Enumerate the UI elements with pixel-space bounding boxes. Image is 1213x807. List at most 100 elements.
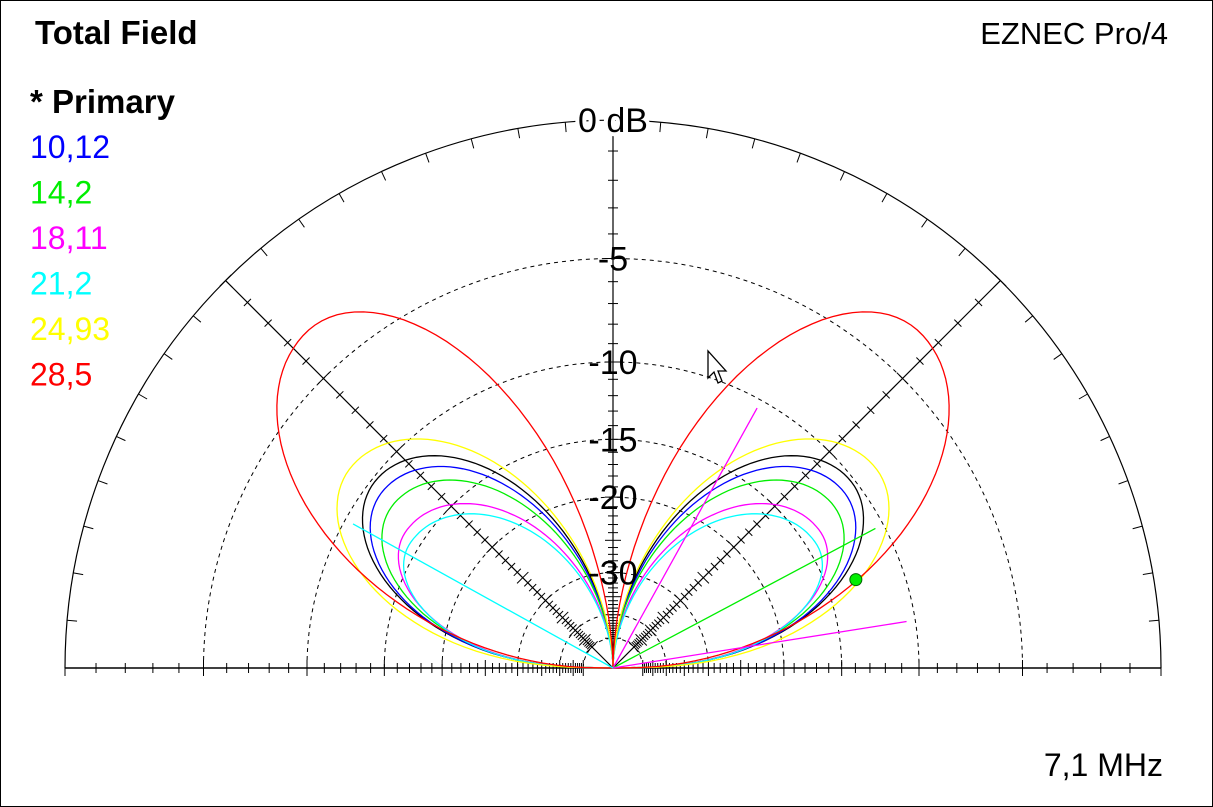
axis-tick [584,639,592,647]
angle-tick [1148,619,1159,622]
angle-tick [751,138,756,149]
radial-line [612,527,876,669]
axis-tick [264,319,273,328]
axis-tick [644,628,653,637]
legend: * Primary 10,12 14,2 18,11 21,2 24,93 28,5 [30,83,176,393]
angle-tick [839,171,846,181]
axis-tick [649,624,657,632]
axis-tick [495,550,503,558]
axis-tick [916,357,924,365]
axis-tick [723,550,731,558]
axis-tick [684,588,693,597]
radial-line [352,523,614,669]
plot-title: Total Field [35,14,198,51]
angle-tick [1118,480,1129,485]
axis-tick [390,445,403,458]
ring-label: 0 dB [578,102,648,140]
axis-tick [528,583,537,592]
angle-tick [380,171,387,181]
mouse-cursor-icon [707,349,728,384]
axis-tick [566,621,575,630]
angle-tick [564,122,567,133]
axis-tick [585,640,594,649]
axis-tick [549,604,557,612]
axis-tick [365,420,374,429]
axis-tick [556,611,569,624]
angle-tick [1078,393,1088,400]
angle-tick [659,122,662,133]
angle-tick [338,193,345,203]
axis-tick [651,621,660,630]
angle-tick [517,128,521,139]
axis-tick [653,619,662,628]
axis-tick [465,520,473,528]
axis-tick [404,459,413,468]
grid-ring [441,496,785,669]
axis-tick [243,298,252,307]
axis-tick [662,610,671,619]
axis-tick [513,568,522,577]
axis-tick [578,633,591,646]
angle-tick [1100,435,1110,442]
axis-tick [539,594,552,607]
radial-line [612,407,758,669]
axis-tick [896,372,909,385]
angle-tick [67,619,78,622]
axis-tick [302,357,310,365]
legend-item: 28,5 [30,357,92,393]
axis-tick [579,634,588,643]
axis-tick [674,594,687,607]
axis-tick [644,624,657,637]
ring-label: -5 [598,240,628,278]
axis-tick [561,616,570,625]
angle-tick [921,218,928,228]
axis-tick [501,556,510,565]
axis-tick [481,536,489,544]
axis-tick [569,624,577,632]
axis-tick [555,610,564,619]
plot-grid [64,119,1162,676]
diagonal-axis [612,280,1001,669]
axis-tick [656,616,665,625]
angle-tick [425,152,430,163]
axis-tick [533,588,542,597]
legend-heading: * Primary [30,83,176,120]
grid-ring [202,258,1023,669]
software-brand: EZNEC Pro/4 [980,16,1168,51]
axis-tick [545,600,554,609]
axis-tick [445,500,458,513]
axis-tick [283,338,292,347]
markers [849,573,863,587]
axis-tick [689,583,698,592]
axis-tick [317,372,330,385]
axis-tick [672,600,681,609]
axis-tick [586,641,595,650]
frequency-label: 7,1 MHz [1044,747,1163,783]
angle-tick [97,480,108,485]
axis-tick [761,511,770,520]
legend-item: 18,11 [30,220,108,256]
axis-tick [573,628,582,637]
axis-tick [823,445,836,458]
axis-tick [994,274,1007,287]
axis-tick [564,619,573,628]
axis-tick [507,562,516,571]
legend-item: 14,2 [30,175,92,211]
legend-item: 21,2 [30,266,92,302]
axis-tick [665,607,674,616]
legend-item: 10,12 [30,129,110,165]
axis-tick [727,541,740,554]
grid-ring [582,637,644,669]
axis-tick [631,641,640,650]
axis-tick [634,639,642,647]
axis-tick [437,492,446,501]
axis-tick [523,578,532,587]
axis-tick [780,492,789,501]
angle-tick [958,247,966,257]
axis-tick [680,592,689,601]
axis-tick [657,611,670,624]
axis-tick [801,471,810,480]
axis-tick [335,390,344,399]
axis-tick [582,637,591,646]
